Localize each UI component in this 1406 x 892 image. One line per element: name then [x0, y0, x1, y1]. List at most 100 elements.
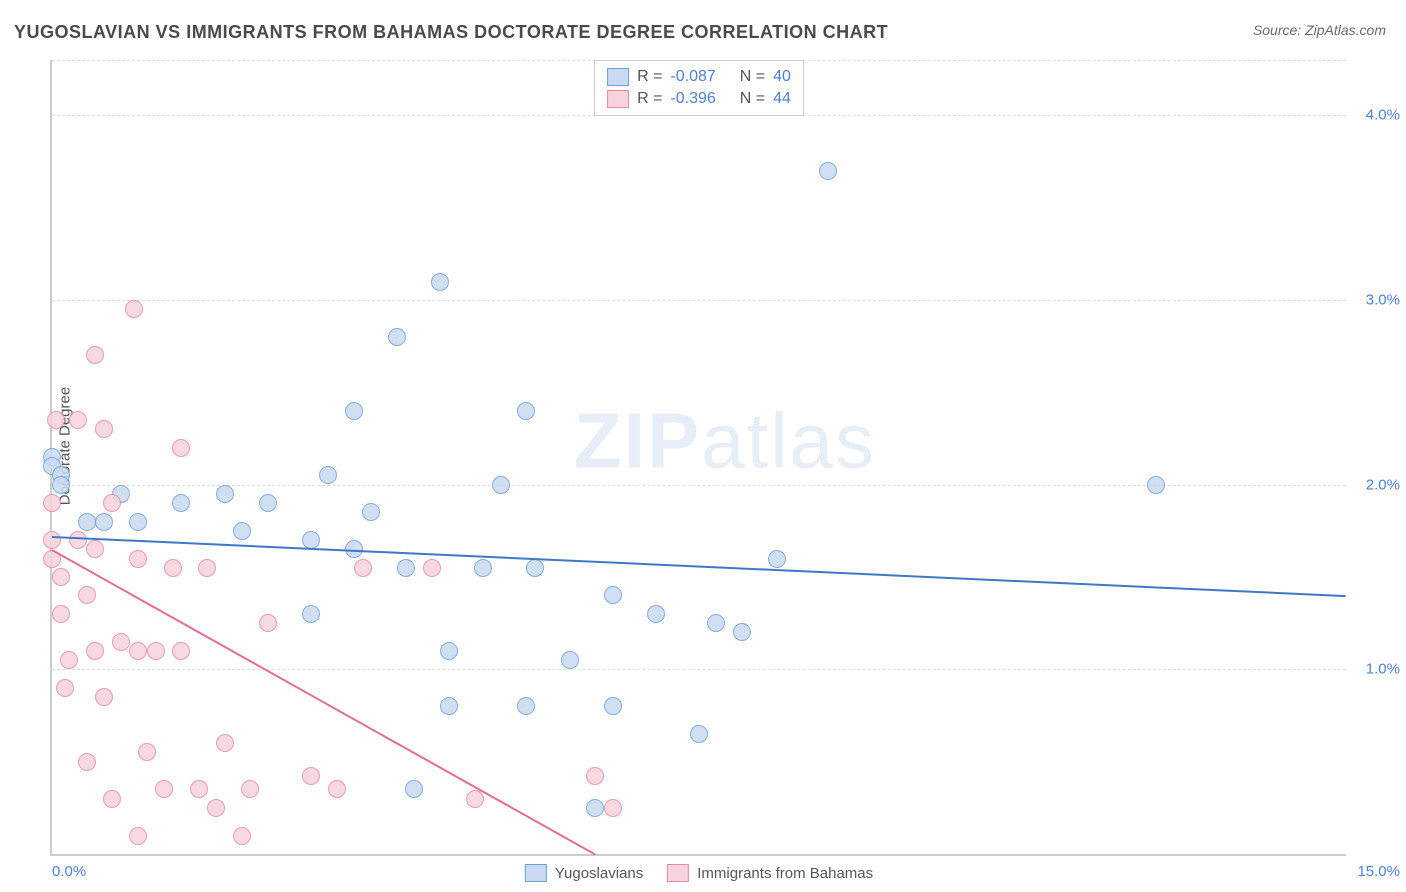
data-point — [78, 586, 96, 604]
data-point — [319, 466, 337, 484]
data-point — [259, 494, 277, 512]
data-point — [345, 402, 363, 420]
data-point — [604, 586, 622, 604]
data-point — [95, 688, 113, 706]
data-point — [1147, 476, 1165, 494]
data-point — [647, 605, 665, 623]
data-point — [172, 642, 190, 660]
source-label: Source: ZipAtlas.com — [1253, 22, 1386, 38]
legend-row-series-0: R = -0.087 N = 40 — [607, 66, 791, 88]
swatch-icon — [525, 864, 547, 882]
data-point — [95, 513, 113, 531]
data-point — [47, 411, 65, 429]
data-point — [388, 328, 406, 346]
data-point — [423, 559, 441, 577]
data-point — [517, 402, 535, 420]
data-point — [259, 614, 277, 632]
data-point — [517, 697, 535, 715]
data-point — [362, 503, 380, 521]
data-point — [56, 679, 74, 697]
data-point — [129, 513, 147, 531]
data-point — [95, 420, 113, 438]
data-point — [112, 633, 130, 651]
y-tick-label: 1.0% — [1366, 661, 1400, 678]
data-point — [52, 605, 70, 623]
data-point — [138, 743, 156, 761]
data-point — [78, 753, 96, 771]
data-point — [241, 780, 259, 798]
data-point — [43, 494, 61, 512]
data-point — [690, 725, 708, 743]
trend-line — [52, 549, 596, 855]
data-point — [129, 550, 147, 568]
data-point — [216, 485, 234, 503]
data-point — [233, 522, 251, 540]
data-point — [164, 559, 182, 577]
gridline — [52, 669, 1346, 670]
data-point — [604, 799, 622, 817]
data-point — [526, 559, 544, 577]
data-point — [103, 494, 121, 512]
data-point — [604, 697, 622, 715]
chart-title: YUGOSLAVIAN VS IMMIGRANTS FROM BAHAMAS D… — [14, 22, 888, 43]
data-point — [302, 531, 320, 549]
data-point — [397, 559, 415, 577]
data-point — [198, 559, 216, 577]
correlation-legend: R = -0.087 N = 40 R = -0.396 N = 44 — [594, 60, 804, 116]
data-point — [216, 734, 234, 752]
data-point — [172, 494, 190, 512]
data-point — [147, 642, 165, 660]
trend-line — [52, 536, 1346, 597]
swatch-icon — [607, 68, 629, 86]
data-point — [86, 540, 104, 558]
data-point — [707, 614, 725, 632]
data-point — [561, 651, 579, 669]
data-point — [129, 642, 147, 660]
data-point — [155, 780, 173, 798]
data-point — [586, 767, 604, 785]
series-legend: Yugoslavians Immigrants from Bahamas — [525, 864, 873, 882]
data-point — [78, 513, 96, 531]
data-point — [440, 697, 458, 715]
data-point — [69, 411, 87, 429]
data-point — [190, 780, 208, 798]
data-point — [768, 550, 786, 568]
data-point — [86, 346, 104, 364]
y-tick-label: 4.0% — [1366, 107, 1400, 124]
data-point — [431, 273, 449, 291]
data-point — [86, 642, 104, 660]
y-tick-label: 3.0% — [1366, 292, 1400, 309]
data-point — [328, 780, 346, 798]
data-point — [733, 623, 751, 641]
swatch-icon — [607, 90, 629, 108]
data-point — [819, 162, 837, 180]
legend-row-series-1: R = -0.396 N = 44 — [607, 88, 791, 110]
data-point — [474, 559, 492, 577]
x-tick-label: 0.0% — [52, 863, 86, 880]
data-point — [52, 476, 70, 494]
data-point — [129, 827, 147, 845]
data-point — [302, 605, 320, 623]
data-point — [440, 642, 458, 660]
y-tick-label: 2.0% — [1366, 476, 1400, 493]
data-point — [60, 651, 78, 669]
data-point — [52, 568, 70, 586]
data-point — [125, 300, 143, 318]
gridline — [52, 300, 1346, 301]
watermark: ZIPatlas — [574, 396, 876, 487]
data-point — [233, 827, 251, 845]
data-point — [172, 439, 190, 457]
data-point — [405, 780, 423, 798]
data-point — [103, 790, 121, 808]
data-point — [586, 799, 604, 817]
data-point — [69, 531, 87, 549]
legend-item-series-1: Immigrants from Bahamas — [667, 864, 873, 882]
legend-item-series-0: Yugoslavians — [525, 864, 643, 882]
x-tick-label: 15.0% — [1357, 863, 1400, 880]
data-point — [354, 559, 372, 577]
data-point — [302, 767, 320, 785]
scatter-chart: ZIPatlas R = -0.087 N = 40 R = -0.396 N … — [50, 60, 1346, 856]
swatch-icon — [667, 864, 689, 882]
data-point — [43, 531, 61, 549]
data-point — [466, 790, 484, 808]
